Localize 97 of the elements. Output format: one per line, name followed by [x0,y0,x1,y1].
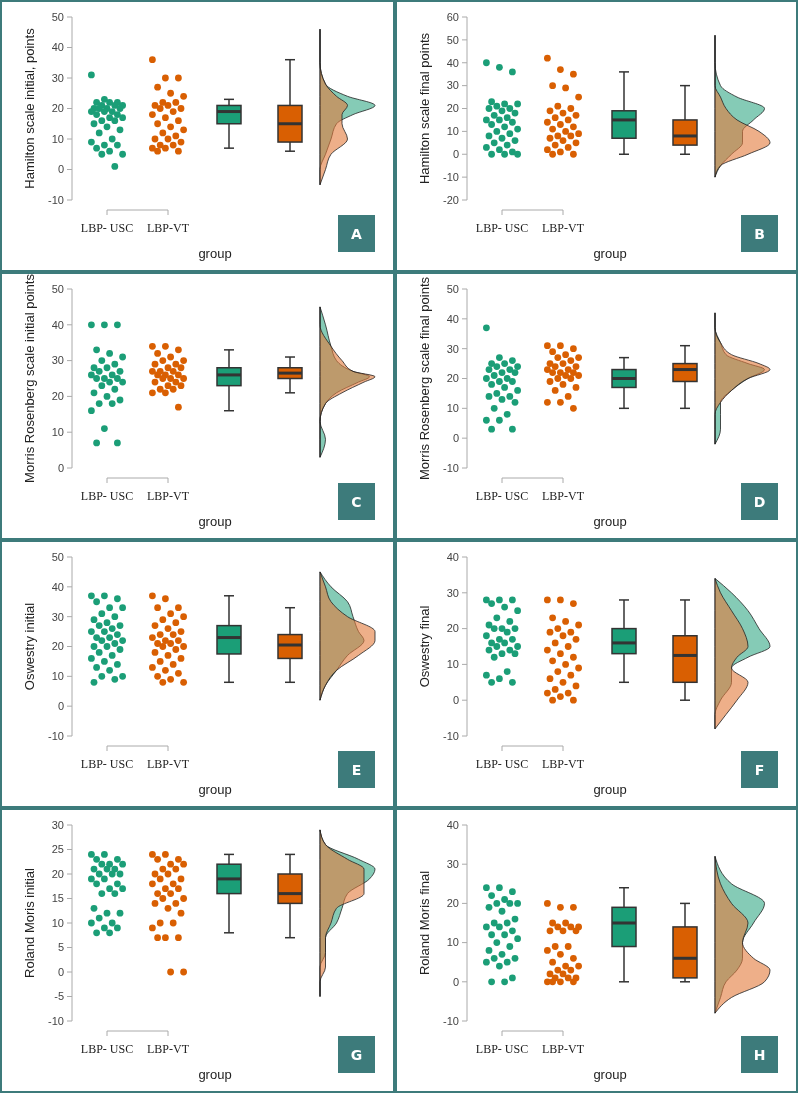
x-axis-title: group [198,246,232,261]
y-tick-label: 10 [51,426,64,439]
y-tick-label: 10 [51,132,64,145]
y-tick-label: 5 [57,941,64,954]
text: C [351,493,362,510]
y-axis-title: Oswestry initial [22,602,37,691]
y-tick-label: 0 [57,965,64,978]
y-axis-title: Morris Rosenberg scale final points [417,276,432,481]
y-axis-title: Morris Rosenberg scale initial points [22,273,37,483]
y-tick-label: 20 [446,622,459,635]
y-tick-label: 40 [446,56,459,69]
y-tick-label: 0 [57,461,64,474]
text: B [754,225,765,242]
y-tick-label: -10 [443,170,459,183]
y-tick-label: -20 [443,193,459,206]
y-tick-label: -5 [54,990,64,1003]
y-tick-label: 40 [446,312,459,325]
y-tick-label: 20 [51,390,64,403]
y-tick-label: 20 [51,867,64,880]
y-tick-label: 30 [446,858,459,871]
y-tick-label: 40 [446,818,459,831]
y-tick-label: 20 [51,640,64,653]
x-axis-title: group [593,1067,627,1082]
x-tick-label: LBP- USC [80,757,134,771]
y-tick-label: 25 [51,843,64,856]
y-axis-title: Roland Moris final [417,870,432,976]
y-tick-label: 30 [51,818,64,831]
y-tick-label: 30 [51,610,64,623]
y-tick-label: 20 [446,372,459,385]
y-axis-title: Hamilton scale final points [417,32,432,185]
x-axis-title: group [593,246,627,261]
y-tick-label: 0 [57,163,64,176]
x-tick-label: LBP- USC [80,489,134,503]
text: A [351,225,363,242]
x-tick-label: LBP-VT [147,221,190,235]
x-tick-label: LBP-VT [542,1042,585,1056]
y-tick-label: 10 [446,125,459,138]
x-axis-title: group [198,782,232,797]
y-tick-label: 10 [51,916,64,929]
y-tick-label: 30 [446,342,459,355]
y-tick-label: -10 [48,729,64,742]
y-tick-label: 0 [57,700,64,713]
y-tick-label: 50 [51,282,64,295]
y-axis-title: Roland Moris initial [22,867,37,978]
y-tick-label: 20 [446,897,459,910]
text: H [753,1046,766,1063]
y-tick-label: 50 [446,33,459,46]
y-tick-label: 0 [452,694,459,707]
y-tick-label: 50 [51,10,64,23]
y-axis-title: Oswestry final [417,605,432,688]
y-tick-label: 40 [51,580,64,593]
y-tick-label: 60 [446,10,459,23]
x-tick-label: LBP-VT [147,489,190,503]
x-axis-title: group [198,1067,232,1082]
y-tick-label: 40 [446,550,459,563]
x-tick-label: LBP-VT [542,757,585,771]
y-tick-label: 40 [51,318,64,331]
x-tick-label: LBP-VT [147,1042,190,1056]
y-tick-label: 10 [51,670,64,683]
y-tick-label: -10 [48,1014,64,1027]
y-tick-label: 10 [446,658,459,671]
y-tick-label: 30 [51,71,64,84]
text: D [753,493,766,510]
y-tick-label: 30 [446,586,459,599]
x-axis-title: group [593,782,627,797]
x-tick-label: LBP- USC [475,757,529,771]
x-tick-label: LBP- USC [80,1042,134,1056]
y-tick-label: 50 [51,550,64,563]
x-axis-title: group [198,514,232,529]
y-tick-label: 15 [51,892,64,905]
y-axis-title: Hamilton scale initial, points [22,27,37,189]
text: E [351,761,362,778]
y-tick-label: 30 [51,354,64,367]
y-tick-label: 0 [452,975,459,988]
x-tick-label: LBP- USC [475,221,529,235]
y-tick-label: 50 [446,282,459,295]
x-tick-label: LBP- USC [475,1042,529,1056]
x-tick-label: LBP- USC [80,221,134,235]
y-tick-label: 0 [452,432,459,445]
text: G [350,1046,363,1063]
x-tick-label: LBP- USC [475,489,529,503]
x-tick-label: LBP-VT [147,757,190,771]
y-tick-label: -10 [443,461,459,474]
y-tick-label: 20 [51,102,64,115]
y-tick-label: -10 [48,193,64,206]
y-tick-label: 10 [446,402,459,415]
y-tick-label: 30 [446,79,459,92]
x-axis-title: group [593,514,627,529]
x-tick-label: LBP-VT [542,489,585,503]
y-tick-label: -10 [443,1014,459,1027]
y-tick-label: 10 [446,936,459,949]
y-tick-label: 40 [51,41,64,54]
x-tick-label: LBP-VT [542,221,585,235]
y-tick-label: -10 [443,729,459,742]
y-tick-label: 0 [452,148,459,161]
text: F [754,761,765,778]
y-tick-label: 20 [446,102,459,115]
